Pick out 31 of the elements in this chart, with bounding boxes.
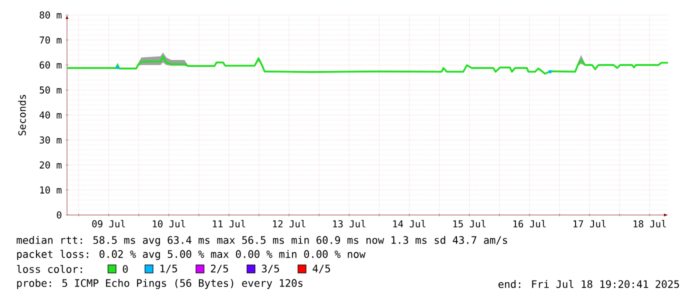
x-tick-label: 18 Jul (634, 220, 666, 228)
x-tick-label: 10 Jul (152, 220, 186, 228)
legend-label: 2/5 (210, 264, 228, 274)
y-tick-label: 50 m (40, 86, 62, 94)
y-tick-label: 80 m (40, 11, 62, 19)
y-tick-label: 60 m (40, 61, 62, 69)
x-tick-label: 12 Jul (273, 220, 306, 228)
legend-title: loss color: (17, 264, 82, 273)
legend-label: 1/5 (160, 264, 177, 274)
text: probe: 5 ICMP Echo Pings (56 Bytes) every 120s (17, 278, 302, 289)
y-tick-label: 10 m (40, 186, 62, 194)
x-tick-label: 16 Jul (513, 220, 546, 228)
text: packet loss: 0.02 % avg 5.00 % max 0.00 % min 0.00 % now (17, 250, 366, 260)
legend-label: 3/5 (262, 264, 279, 274)
x-tick-label: 09 Jul (92, 220, 125, 228)
y-tick-label: 0 (56, 211, 62, 219)
y-tick-label: 40 m (40, 111, 62, 119)
x-tick-label: 13 Jul (333, 220, 366, 228)
text: median rtt: 58.5 ms avg 63.4 ms max 56.5 ms min 60.9 ms now 1.3 ms sd 43.7 am/s (16, 236, 508, 246)
legend-label: 0 (122, 265, 128, 273)
line-series (66, 56, 669, 75)
y-tick-label: 30 m (40, 136, 62, 144)
y-tick-label: 70 m (40, 36, 62, 44)
text: end: Fri Jul 18 19:20:41 2025 (498, 280, 679, 288)
x-tick-label: 14 Jul (393, 220, 426, 228)
x-tick-label: 15 Jul (453, 220, 486, 228)
x-tick-label: 17 Jul (574, 220, 606, 228)
y-axis-title: Seconds (18, 94, 26, 136)
x-tick-label: 11 Jul (212, 220, 246, 228)
y-tick-label: 20 m (40, 161, 62, 169)
legend-label: 4/5 (312, 264, 330, 274)
